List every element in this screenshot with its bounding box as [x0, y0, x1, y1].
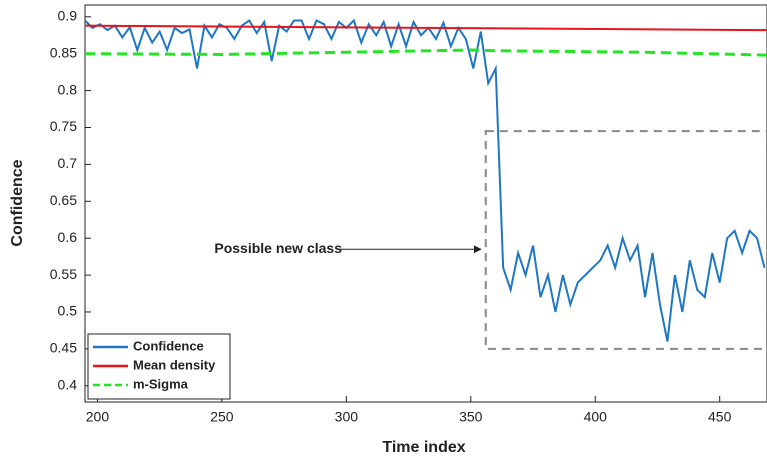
y-tick-label: 0.55	[50, 266, 77, 282]
plot-area	[85, 18, 767, 350]
x-tick-label: 350	[459, 409, 483, 425]
y-tick-label: 0.7	[58, 155, 78, 171]
y-tick-label: 0.8	[58, 81, 78, 97]
series-line	[85, 24, 767, 32]
series-line	[85, 48, 767, 57]
x-tick-label: 300	[335, 409, 359, 425]
x-tick-label: 250	[210, 409, 234, 425]
highlight-box	[484, 130, 767, 350]
y-tick-label: 0.4	[58, 376, 78, 392]
x-tick-label: 400	[584, 409, 608, 425]
y-tick-label: 0.75	[50, 118, 77, 134]
legend-label: m-Sigma	[133, 376, 189, 391]
x-axis-label: Time index	[382, 439, 465, 456]
x-tick-label: 450	[708, 409, 732, 425]
legend-label: Confidence	[133, 338, 204, 353]
y-tick-label: 0.5	[58, 303, 78, 319]
y-axis-label: Confidence	[9, 159, 26, 246]
legend-label: Mean density	[133, 357, 216, 372]
series-line	[85, 18, 766, 342]
y-tick-label: 0.65	[50, 192, 77, 208]
y-tick-label: 0.9	[58, 8, 78, 24]
annotation-text: Possible new class	[214, 240, 342, 256]
y-tick-label: 0.85	[50, 44, 77, 60]
y-tick-label: 0.45	[50, 340, 77, 356]
x-tick-label: 200	[86, 409, 110, 425]
y-tick-label: 0.6	[58, 229, 78, 245]
